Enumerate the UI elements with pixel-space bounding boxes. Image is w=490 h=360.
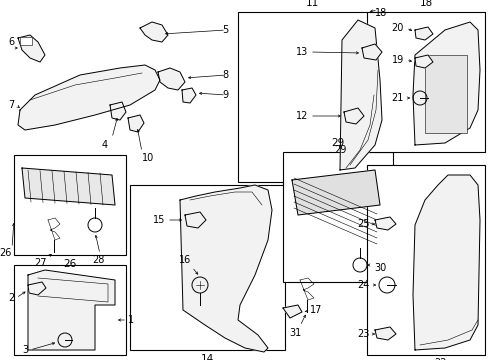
Text: 4: 4 — [102, 140, 108, 150]
Polygon shape — [413, 175, 480, 350]
Bar — [425, 55, 467, 133]
Text: 1: 1 — [128, 315, 134, 325]
Polygon shape — [413, 22, 480, 145]
Polygon shape — [18, 35, 45, 62]
Polygon shape — [18, 65, 160, 130]
Text: 8: 8 — [222, 70, 228, 80]
Text: 13: 13 — [296, 47, 308, 57]
Text: 23: 23 — [358, 329, 370, 339]
Bar — [20, 37, 32, 45]
Polygon shape — [283, 305, 302, 318]
Polygon shape — [128, 115, 144, 132]
Text: 31: 31 — [289, 328, 301, 338]
Polygon shape — [22, 168, 115, 205]
Polygon shape — [415, 55, 433, 68]
Text: 3: 3 — [22, 345, 28, 355]
Polygon shape — [182, 88, 196, 103]
Polygon shape — [28, 282, 46, 295]
Text: 27: 27 — [34, 258, 46, 268]
Bar — [238, 12, 386, 182]
Polygon shape — [158, 68, 185, 90]
Polygon shape — [185, 212, 206, 228]
Text: 25: 25 — [358, 219, 370, 229]
Bar — [367, 165, 485, 355]
Bar — [14, 265, 126, 355]
Polygon shape — [415, 27, 433, 40]
Text: 16: 16 — [179, 255, 191, 265]
Bar — [130, 185, 285, 350]
Text: 11: 11 — [305, 0, 318, 8]
Bar — [367, 12, 485, 152]
Polygon shape — [180, 185, 272, 352]
Text: 17: 17 — [310, 305, 322, 315]
Text: 26: 26 — [63, 259, 76, 269]
Text: 20: 20 — [392, 23, 404, 33]
Text: 29: 29 — [331, 138, 344, 148]
Bar — [283, 152, 393, 282]
Text: 24: 24 — [358, 280, 370, 290]
Text: 6: 6 — [8, 37, 14, 47]
Text: 18: 18 — [419, 0, 433, 8]
Text: 12: 12 — [295, 111, 308, 121]
Text: 28: 28 — [92, 255, 104, 265]
Polygon shape — [340, 20, 382, 170]
Polygon shape — [375, 327, 396, 340]
Polygon shape — [110, 102, 126, 120]
Polygon shape — [375, 217, 396, 230]
Text: 7: 7 — [8, 100, 14, 110]
Polygon shape — [292, 170, 380, 215]
Polygon shape — [140, 22, 168, 42]
Text: 26: 26 — [0, 248, 12, 258]
Polygon shape — [362, 44, 382, 60]
Text: 5: 5 — [222, 25, 228, 35]
Text: 19: 19 — [392, 55, 404, 65]
Text: 18: 18 — [375, 8, 387, 18]
Text: 15: 15 — [152, 215, 165, 225]
Text: 9: 9 — [222, 90, 228, 100]
Text: 21: 21 — [392, 93, 404, 103]
Text: 14: 14 — [201, 354, 214, 360]
Text: 2: 2 — [8, 293, 14, 303]
Polygon shape — [344, 108, 364, 124]
Text: 22: 22 — [434, 358, 446, 360]
Bar — [14, 155, 126, 255]
Text: 10: 10 — [142, 153, 154, 163]
Text: 29: 29 — [334, 145, 346, 155]
Polygon shape — [28, 270, 115, 350]
Text: 30: 30 — [374, 263, 386, 273]
